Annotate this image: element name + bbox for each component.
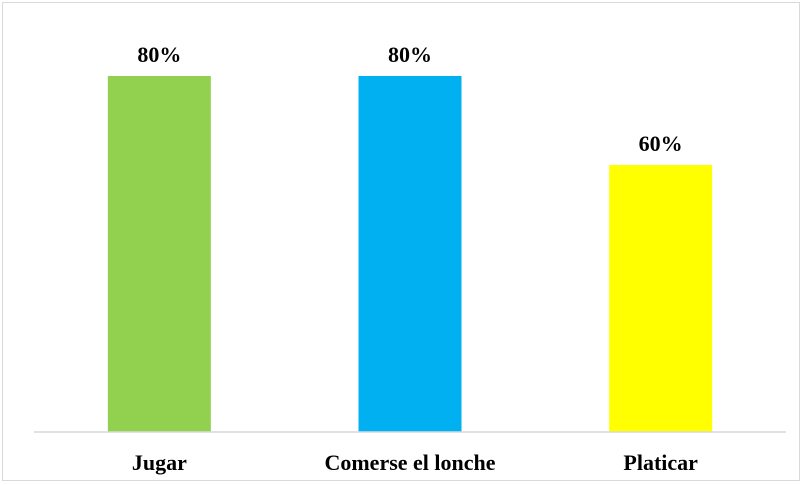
bar-3 xyxy=(609,165,713,432)
data-label-3: 60% xyxy=(639,131,683,156)
bar-2 xyxy=(358,76,462,432)
category-label-2: Comerse el lonche xyxy=(324,450,495,475)
data-label-1: 80% xyxy=(137,42,181,67)
category-label-1: Jugar xyxy=(132,450,187,475)
category-label-3: Platicar xyxy=(623,450,698,475)
labels-group: 80% Jugar 80% Comerse el lonche 60% Platicar xyxy=(132,42,698,475)
bar-1 xyxy=(107,76,211,432)
data-label-2: 80% xyxy=(388,42,432,67)
bars-group xyxy=(107,76,713,432)
